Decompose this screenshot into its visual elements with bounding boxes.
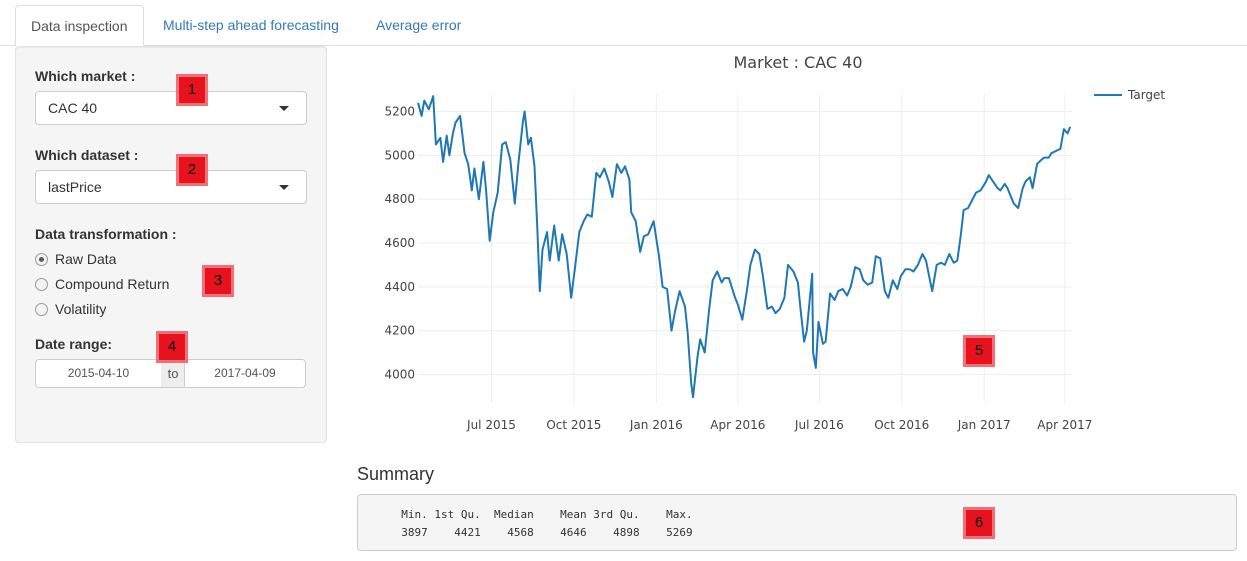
x-gridlines [490,94,1066,403]
y-tick-label: 5000 [384,148,415,162]
radio-checked-icon[interactable] [35,252,48,266]
market-select-value: CAC 40 [48,100,98,116]
radio-compound-return-label: Compound Return [55,276,170,292]
date-range-separator: to [161,359,185,388]
marker-4: 4 [156,331,188,363]
transformation-label: Data transformation : [35,226,177,242]
marker-2: 2 [176,154,208,186]
summary-output: Min. 1st Qu. Median Mean 3rd Qu. Max. 38… [401,508,693,539]
x-tick-label: Oct 2015 [546,418,601,432]
x-tick-label: Oct 2016 [874,418,929,432]
radio-unchecked-icon[interactable] [35,302,48,316]
y-tick-label: 4200 [384,324,415,338]
radio-compound-return[interactable]: Compound Return [35,274,169,294]
radio-volatility[interactable]: Volatility [35,299,106,319]
y-tick-label: 4000 [384,368,415,382]
x-tick-label: Jan 2017 [957,418,1011,432]
market-label: Which market : [35,68,136,84]
x-axis: Jul 2015 Oct 2015 Jan 2016 Apr 2016 Jul 2016… [466,418,1092,432]
market-select[interactable]: CAC 40 [35,91,307,125]
x-tick-label: Jan 2016 [629,418,683,432]
x-tick-label: Apr 2016 [710,418,765,432]
date-start-input[interactable]: 2015-04-10 [35,359,162,388]
chart-legend[interactable]: Target [1094,88,1165,102]
y-gridlines [418,111,1072,376]
series-layer [417,95,1072,399]
radio-raw-data-label: Raw Data [55,251,117,267]
y-tick-label: 4800 [384,192,415,206]
tab-bar: Data inspection Multi-step ahead forecas… [0,0,1247,46]
tab-multi-step-forecasting[interactable]: Multi-step ahead forecasting [163,17,339,33]
y-tick-label: 5200 [384,105,415,119]
dataset-select[interactable]: lastPrice [35,170,307,204]
legend-label-target: Target [1127,88,1165,102]
chevron-down-icon [279,185,289,190]
y-tick-label: 4600 [384,236,415,250]
market-line-chart[interactable]: Market : CAC 40 4000 4200 4400 4600 4800 5000… [330,46,1230,456]
y-axis: 4000 4200 4400 4600 4800 5000 5200 [384,105,415,382]
tab-average-error[interactable]: Average error [376,17,462,33]
series-line-target [417,95,1072,399]
x-tick-label: Jul 2015 [466,418,516,432]
date-end-input[interactable]: 2017-04-09 [184,359,306,388]
radio-unchecked-icon[interactable] [35,277,48,291]
date-range-label: Date range: [35,336,113,352]
chevron-down-icon [279,106,289,111]
chart-title: Market : CAC 40 [733,53,862,72]
dataset-label: Which dataset : [35,147,139,163]
marker-3: 3 [202,265,234,297]
marker-6: 6 [963,507,995,539]
marker-1: 1 [176,74,208,106]
summary-output-box [357,494,1237,551]
dataset-select-value: lastPrice [48,179,102,195]
marker-5: 5 [963,335,995,367]
summary-title: Summary [357,464,435,484]
x-tick-label: Apr 2017 [1037,418,1092,432]
radio-raw-data[interactable]: Raw Data [35,249,116,269]
tab-data-inspection[interactable]: Data inspection [15,5,144,46]
tab-bar-divider [0,45,1247,46]
radio-volatility-label: Volatility [55,301,107,317]
x-tick-label: Jul 2016 [794,418,844,432]
y-tick-label: 4400 [384,280,415,294]
